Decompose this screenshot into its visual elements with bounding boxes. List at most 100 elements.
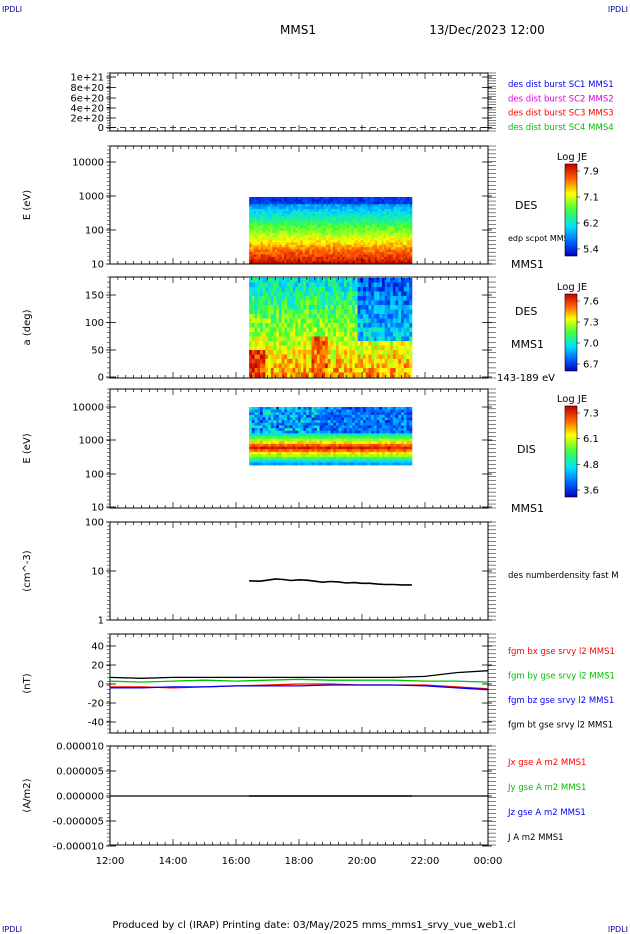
spectrogram-cell <box>284 438 288 442</box>
y-tick-label: 100 <box>85 318 104 329</box>
spectrogram-cell <box>376 372 380 378</box>
spectrogram-cell <box>337 223 341 227</box>
spectrogram-cell <box>365 225 369 229</box>
spectrogram-cell <box>289 454 293 458</box>
panel-right-label: edp scpot MMS1 <box>508 234 574 243</box>
spectrogram-cell <box>374 232 378 236</box>
spectrogram-cell <box>328 225 331 229</box>
spectrogram-cell <box>330 249 334 253</box>
spectrogram-cell <box>300 354 304 360</box>
spectrogram-cell <box>258 240 262 243</box>
spectrogram-cell <box>349 449 353 453</box>
spectrogram-cell <box>300 240 303 243</box>
spectrogram-cell <box>325 345 329 351</box>
spectrogram-cell <box>349 278 353 283</box>
spectrogram-cell <box>323 230 327 234</box>
spectrogram-cell <box>309 235 313 239</box>
spectrogram-cell <box>351 225 355 229</box>
spectrogram-cell <box>395 223 399 227</box>
spectrogram-cell <box>272 206 276 210</box>
spectrogram-cell <box>382 412 386 416</box>
spectrogram-cell <box>265 409 269 413</box>
spectrogram-cell <box>270 332 274 337</box>
spectrogram-cell <box>387 407 391 411</box>
spectrogram-cell <box>325 256 329 260</box>
spectrogram-cell <box>327 438 331 442</box>
spectrogram-cell <box>398 318 402 324</box>
spectrogram-cell <box>382 318 386 324</box>
spectrogram-cell <box>281 291 285 297</box>
spectrogram-cell <box>307 213 310 217</box>
spectrogram-cell <box>308 363 312 369</box>
spectrogram-cell <box>284 459 288 463</box>
spectrogram-cell <box>303 372 307 378</box>
spectrogram-cell <box>353 232 357 236</box>
spectrogram-cell <box>344 462 348 466</box>
spectrogram-cell <box>354 354 359 360</box>
spectrogram-cell <box>292 414 296 418</box>
spectrogram-cell <box>287 345 291 351</box>
spectrogram-cell <box>276 341 280 346</box>
spectrogram-cell <box>316 454 321 458</box>
spectrogram-cell <box>333 345 337 351</box>
spectrogram-cell <box>400 201 403 205</box>
spectrogram-cell <box>371 436 375 440</box>
spectrogram-cell <box>293 197 297 200</box>
spectrogram-cell <box>371 327 375 333</box>
spectrogram-cell <box>384 291 388 297</box>
spectrogram-cell <box>373 443 378 447</box>
spectrogram-cell <box>381 197 385 200</box>
spectrogram-cell <box>353 254 357 258</box>
spectrogram-cell <box>401 332 405 337</box>
spectrogram-cell <box>409 235 413 239</box>
spectrogram-cell <box>397 208 401 212</box>
spectrogram-cell <box>379 407 383 411</box>
spectrogram-cell <box>302 213 306 217</box>
spectrogram-cell <box>263 220 266 224</box>
spectrogram-cell <box>370 197 373 200</box>
spectrogram-cell <box>404 216 408 219</box>
spectrogram-cell <box>381 218 385 222</box>
spectrogram-cell <box>270 228 273 231</box>
spectrogram-cell <box>342 240 345 243</box>
spectrogram-cell <box>302 230 306 234</box>
spectrogram-cell <box>371 459 375 463</box>
spectrogram-cell <box>311 305 315 310</box>
spectrogram-cell <box>384 336 388 342</box>
spectrogram-cell <box>356 197 359 200</box>
spectrogram-cell <box>295 451 299 455</box>
spectrogram-cell <box>368 446 372 450</box>
spectrogram-cell <box>300 462 304 466</box>
spectrogram-cell <box>346 225 350 229</box>
spectrogram-cell <box>289 323 293 328</box>
spectrogram-cell <box>249 368 253 373</box>
spectrogram-cell <box>268 457 272 461</box>
spectrogram-cell <box>360 446 364 450</box>
spectrogram-cell <box>358 204 362 207</box>
spectrogram-cell <box>376 457 380 461</box>
spectrogram-cell <box>349 249 352 253</box>
spectrogram-cell <box>297 201 301 205</box>
spectrogram-cell <box>397 228 401 231</box>
spectrogram-cell <box>400 249 403 253</box>
spectrogram-cell <box>254 354 258 360</box>
spectrogram-cell <box>267 206 271 210</box>
spectrogram-cell <box>395 327 399 333</box>
spectrogram-cell <box>327 451 331 455</box>
spectrogram-cell <box>365 323 369 328</box>
spectrogram-cell <box>344 197 348 200</box>
spectrogram-cell <box>249 259 252 262</box>
spectrogram-cell <box>256 252 259 255</box>
spectrogram-cell <box>268 417 272 421</box>
panel-right-label: 143-189 eV <box>497 373 555 384</box>
spectrogram-cell <box>335 256 338 260</box>
spectrogram-cell <box>398 296 402 301</box>
spectrogram-cell <box>354 446 359 450</box>
spectrogram-cell <box>379 228 383 231</box>
spectrogram-cell <box>363 204 366 207</box>
spectrogram-cell <box>273 282 277 288</box>
spectrogram-cell <box>354 345 359 351</box>
spectrogram-cell <box>262 414 266 418</box>
spectrogram-cell <box>365 300 369 306</box>
spectrogram-cell <box>289 287 293 292</box>
